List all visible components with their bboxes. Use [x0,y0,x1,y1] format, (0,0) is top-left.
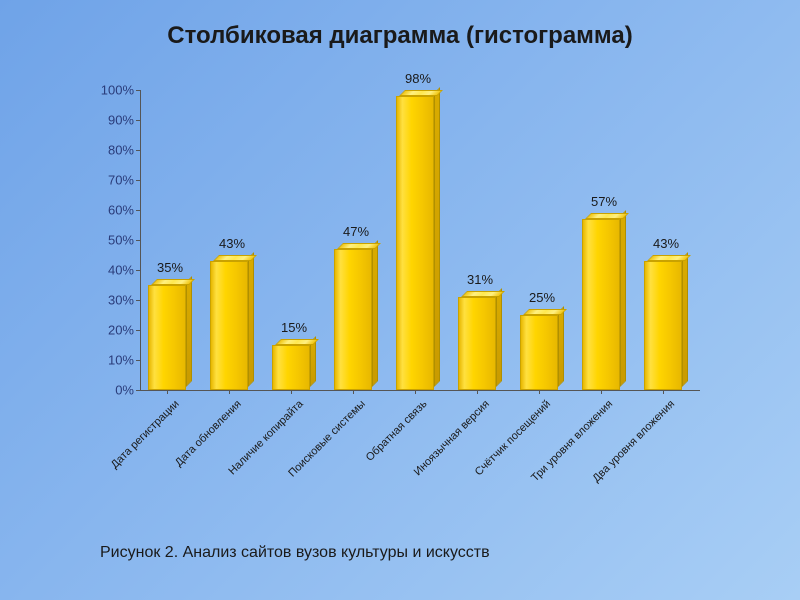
y-tick-label: 90% [86,113,134,128]
bar: 98% [396,96,434,390]
bar-face [334,249,372,390]
bar-value-label: 15% [264,320,324,335]
x-category-label: Дата обновления [173,398,244,469]
y-tick-mark [136,360,140,361]
bar-face [582,219,620,390]
bar-value-label: 57% [574,194,634,209]
y-tick-mark [136,240,140,241]
bar-top [213,255,257,261]
bar-side [186,276,192,387]
y-tick-mark [136,390,140,391]
x-tick-mark [539,390,540,394]
y-tick-label: 70% [86,173,134,188]
bar-face [458,297,496,390]
y-tick-mark [136,90,140,91]
bar: 47% [334,249,372,390]
y-tick-mark [136,180,140,181]
y-tick-mark [136,210,140,211]
y-axis: 0%10%20%30%40%50%60%70%80%90%100% [86,90,138,390]
x-axis-line [140,390,700,391]
bar-face [210,261,248,390]
y-tick-mark [136,330,140,331]
bar-top [647,255,691,261]
bar-side [496,288,502,387]
bar-value-label: 31% [450,272,510,287]
y-tick-mark [136,300,140,301]
bar-side [434,87,440,387]
bar-value-label: 25% [512,290,572,305]
y-tick-label: 0% [86,383,134,398]
x-tick-mark [167,390,168,394]
bar-face [644,261,682,390]
y-tick-mark [136,270,140,271]
bar-value-label: 98% [388,71,448,86]
x-tick-mark [229,390,230,394]
x-tick-mark [353,390,354,394]
bar-value-label: 43% [636,236,696,251]
bar-value-label: 35% [140,260,200,275]
bar-top [585,213,629,219]
bar-top [151,279,195,285]
bar: 43% [210,261,248,390]
figure-caption: Рисунок 2. Анализ сайтов вузов культуры … [100,544,490,562]
x-category-label: Обратная связь [364,398,430,464]
bar-side [620,210,626,387]
bar: 35% [148,285,186,390]
bar-side [248,252,254,387]
y-tick-label: 50% [86,233,134,248]
bar-face [148,285,186,390]
bar-side [372,240,378,387]
x-tick-mark [291,390,292,394]
bar-side [558,306,564,387]
bar-face [396,96,434,390]
bar-top [523,309,567,315]
y-tick-label: 20% [86,323,134,338]
x-tick-mark [415,390,416,394]
bar-top [275,339,319,345]
y-tick-label: 10% [86,353,134,368]
y-tick-label: 30% [86,293,134,308]
y-tick-label: 60% [86,203,134,218]
chart-title: Столбиковая диаграмма (гистограмма) [0,22,800,50]
x-tick-mark [477,390,478,394]
y-tick-mark [136,120,140,121]
bar-face [272,345,310,390]
x-tick-mark [663,390,664,394]
y-tick-label: 80% [86,143,134,158]
bar: 57% [582,219,620,390]
bar: 43% [644,261,682,390]
bar: 25% [520,315,558,390]
bar: 15% [272,345,310,390]
bar-value-label: 47% [326,224,386,239]
bar: 31% [458,297,496,390]
bar-side [682,252,688,387]
y-tick-mark [136,150,140,151]
bar-value-label: 43% [202,236,262,251]
bars-container: 35%43%15%47%98%31%25%57%43% [140,90,700,390]
y-tick-label: 40% [86,263,134,278]
x-tick-mark [601,390,602,394]
bar-top [461,291,505,297]
y-tick-label: 100% [86,83,134,98]
bar-top [399,90,443,96]
bar-face [520,315,558,390]
x-category-label: Дата регистрации [109,398,182,471]
bar-top [337,243,381,249]
